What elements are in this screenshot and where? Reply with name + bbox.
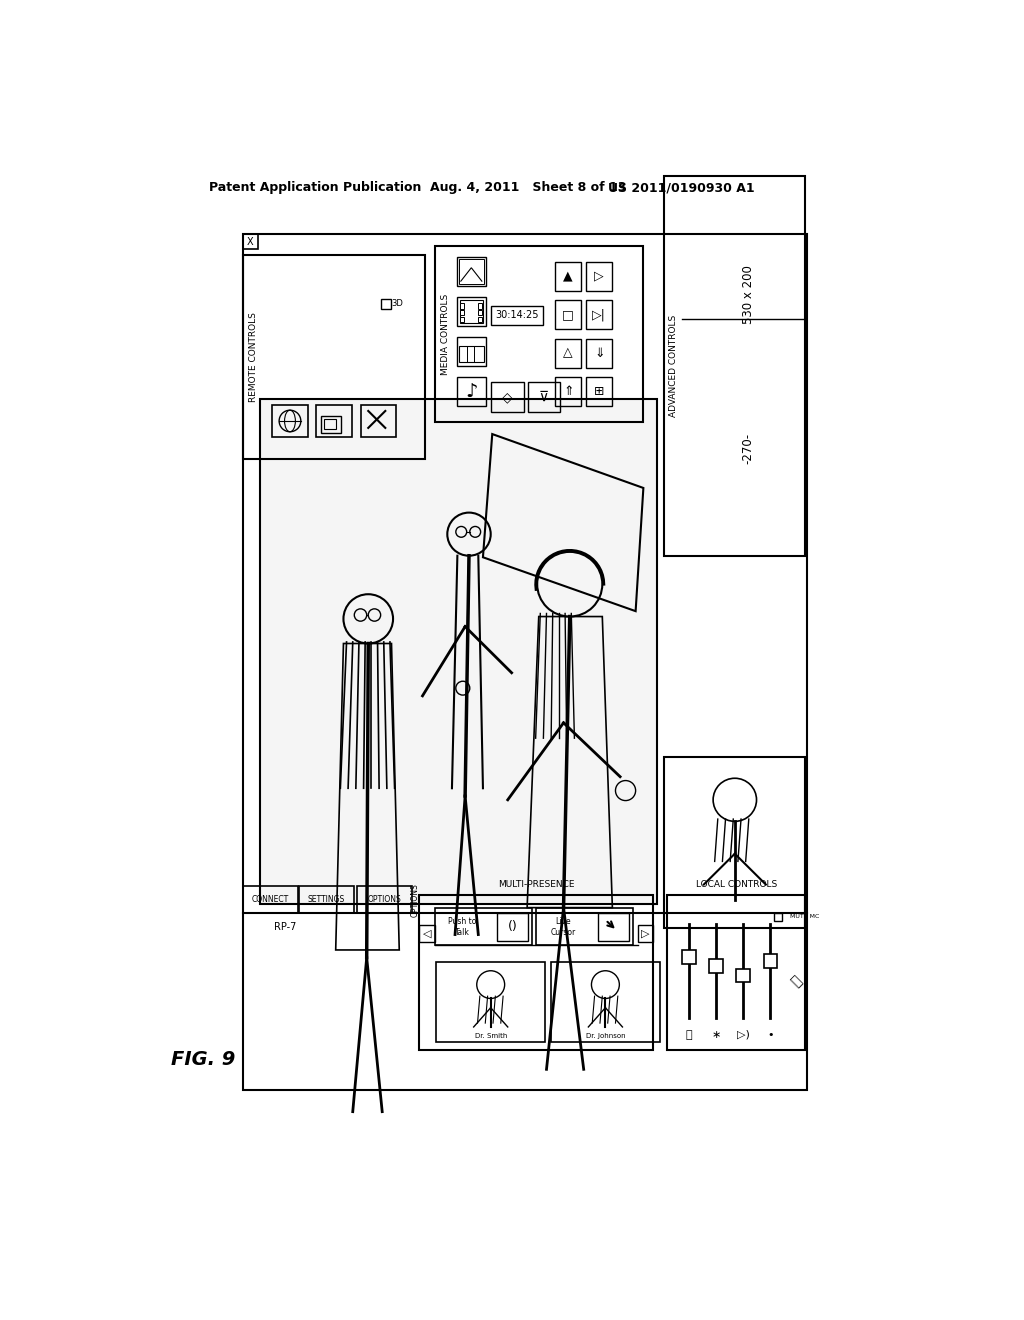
Bar bbox=[492, 306, 543, 325]
Text: Aug. 4, 2011   Sheet 8 of 13: Aug. 4, 2011 Sheet 8 of 13 bbox=[430, 181, 627, 194]
Bar bbox=[528, 383, 560, 412]
Text: ⇑: ⇑ bbox=[563, 385, 573, 399]
Text: Dr. Johnson: Dr. Johnson bbox=[586, 1034, 626, 1039]
Text: ▲: ▲ bbox=[563, 269, 573, 282]
Bar bbox=[710, 960, 723, 973]
Text: ⊞: ⊞ bbox=[594, 385, 604, 399]
Text: FIG. 9: FIG. 9 bbox=[171, 1049, 234, 1069]
Bar bbox=[682, 949, 696, 964]
Bar bbox=[272, 405, 308, 437]
Bar bbox=[555, 378, 582, 407]
Bar bbox=[316, 405, 352, 437]
Bar bbox=[243, 234, 807, 1090]
Bar bbox=[299, 886, 354, 913]
Text: LOCAL CONTROLS: LOCAL CONTROLS bbox=[695, 880, 777, 888]
Text: X: X bbox=[247, 236, 254, 247]
Bar bbox=[555, 339, 582, 368]
Bar bbox=[555, 300, 582, 330]
Text: ▷: ▷ bbox=[641, 929, 650, 939]
Text: MULTI-PRESENCE: MULTI-PRESENCE bbox=[498, 880, 574, 888]
Text: Dr. Smith: Dr. Smith bbox=[474, 1034, 507, 1039]
Text: ⊽: ⊽ bbox=[539, 391, 549, 404]
Text: CONNECT: CONNECT bbox=[251, 895, 289, 904]
Text: 30:14:25: 30:14:25 bbox=[496, 310, 539, 321]
Bar bbox=[460, 300, 483, 323]
Bar bbox=[420, 895, 653, 1051]
Bar bbox=[260, 400, 656, 903]
Bar bbox=[638, 925, 653, 942]
Bar bbox=[764, 954, 777, 969]
Text: 530 x 200: 530 x 200 bbox=[741, 265, 755, 325]
Bar bbox=[324, 418, 337, 429]
Text: MUTE MC: MUTE MC bbox=[790, 915, 819, 919]
Bar bbox=[492, 383, 524, 412]
Text: •: • bbox=[767, 1030, 774, 1040]
Text: ⇓: ⇓ bbox=[594, 347, 604, 360]
Text: △: △ bbox=[563, 347, 573, 360]
Bar bbox=[381, 298, 391, 309]
Bar bbox=[243, 255, 425, 459]
Bar bbox=[457, 337, 486, 367]
Bar bbox=[243, 234, 258, 249]
Text: ◁: ◁ bbox=[423, 929, 431, 939]
Text: ⌗: ⌗ bbox=[788, 973, 804, 989]
Bar bbox=[586, 378, 612, 407]
Bar bbox=[555, 261, 582, 290]
Text: ▷|: ▷| bbox=[592, 308, 606, 321]
Bar bbox=[461, 310, 464, 315]
Bar bbox=[478, 317, 482, 322]
Text: ◇: ◇ bbox=[503, 391, 513, 404]
Bar bbox=[664, 758, 805, 928]
Bar bbox=[586, 261, 612, 290]
Bar bbox=[461, 304, 464, 309]
Text: Push to
Talk: Push to Talk bbox=[447, 917, 476, 937]
Bar bbox=[435, 908, 531, 945]
Text: Patent Application Publication: Patent Application Publication bbox=[209, 181, 422, 194]
Bar bbox=[260, 400, 657, 904]
Text: US 2011/0190930 A1: US 2011/0190930 A1 bbox=[608, 181, 755, 194]
Bar bbox=[586, 300, 612, 330]
Bar bbox=[461, 317, 464, 322]
Bar bbox=[459, 259, 483, 284]
Bar bbox=[321, 416, 341, 433]
Bar bbox=[668, 895, 805, 1051]
Bar bbox=[598, 913, 629, 941]
Bar bbox=[357, 886, 413, 913]
Text: (): () bbox=[508, 920, 517, 933]
Bar bbox=[551, 961, 659, 1043]
Bar bbox=[243, 886, 298, 913]
Text: SETTINGS: SETTINGS bbox=[308, 895, 345, 904]
Text: ♪: ♪ bbox=[465, 383, 477, 401]
Text: ADVANCED CONTROLS: ADVANCED CONTROLS bbox=[669, 315, 678, 417]
Text: REMOTE CONTROLS: REMOTE CONTROLS bbox=[249, 312, 258, 403]
Bar bbox=[435, 246, 643, 422]
Text: MEDIA CONTROLS: MEDIA CONTROLS bbox=[441, 293, 451, 375]
Text: □: □ bbox=[562, 308, 574, 321]
Text: ∗: ∗ bbox=[712, 1030, 721, 1040]
Bar bbox=[536, 908, 633, 945]
Text: Live
Cursor: Live Cursor bbox=[550, 917, 575, 937]
Bar bbox=[586, 339, 612, 368]
Bar bbox=[736, 969, 751, 982]
Text: OPTIONS: OPTIONS bbox=[368, 895, 401, 904]
Bar bbox=[478, 304, 482, 309]
Bar bbox=[664, 176, 805, 557]
Bar bbox=[457, 257, 486, 286]
Bar bbox=[478, 310, 482, 315]
Bar bbox=[436, 961, 545, 1043]
Bar bbox=[420, 925, 435, 942]
Text: OPTIONS: OPTIONS bbox=[411, 883, 419, 917]
Bar bbox=[774, 913, 782, 921]
Text: RP-7: RP-7 bbox=[274, 921, 297, 932]
Text: -270-: -270- bbox=[741, 433, 755, 465]
Bar bbox=[457, 297, 486, 326]
Bar bbox=[497, 913, 528, 941]
Text: 3D: 3D bbox=[392, 298, 403, 308]
Text: ▷): ▷) bbox=[737, 1030, 750, 1040]
Text: ⌕: ⌕ bbox=[686, 1030, 692, 1040]
Bar bbox=[457, 378, 486, 407]
Bar bbox=[360, 405, 396, 437]
Bar bbox=[459, 346, 483, 363]
Text: ▷: ▷ bbox=[594, 269, 604, 282]
